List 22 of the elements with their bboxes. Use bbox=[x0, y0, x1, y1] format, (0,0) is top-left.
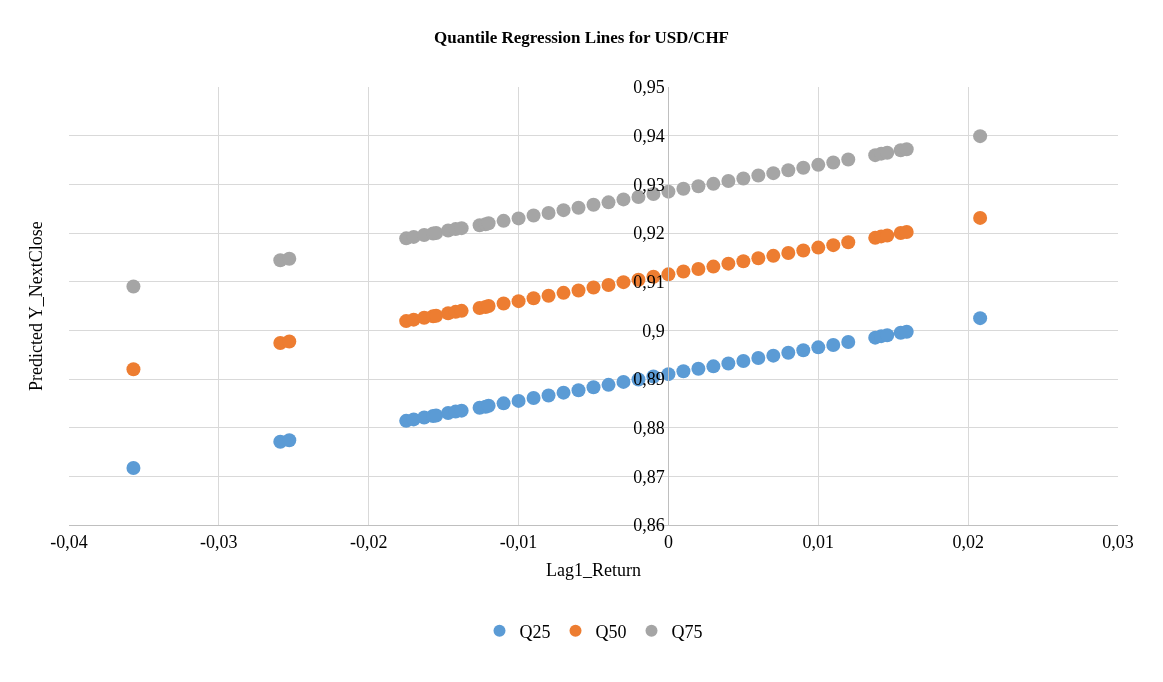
chart-title: Quantile Regression Lines for USD/CHF bbox=[434, 27, 729, 47]
y-tick-label: 0,86 bbox=[633, 515, 665, 536]
x-axis-title: Lag1_Return bbox=[546, 559, 641, 580]
y-tick-label: 0,87 bbox=[633, 466, 665, 487]
x-tick-label: 0,01 bbox=[802, 531, 835, 552]
y-tick-label: 0,95 bbox=[633, 77, 665, 98]
legend-label: Q50 bbox=[595, 621, 627, 642]
y-tick-label: 0,9 bbox=[642, 320, 665, 341]
x-tick-label: -0,01 bbox=[499, 531, 538, 552]
y-axis-title: Predicted Y_NextClose bbox=[26, 221, 47, 392]
x-tick-label: -0,02 bbox=[349, 531, 388, 552]
x-tick-label: 0 bbox=[663, 531, 673, 552]
y-tick-label: 0,88 bbox=[633, 417, 665, 438]
legend-label: Q75 bbox=[671, 621, 703, 642]
x-tick-label: -0,03 bbox=[200, 531, 238, 552]
y-tick-label: 0,94 bbox=[633, 125, 665, 146]
x-tick-label: 0,02 bbox=[952, 531, 984, 552]
y-tick-label: 0,93 bbox=[633, 174, 665, 195]
x-tick-label: -0,04 bbox=[50, 531, 88, 552]
y-tick-label: 0,92 bbox=[633, 223, 665, 244]
x-tick-label: 0,03 bbox=[1102, 531, 1134, 552]
legend-label: Q25 bbox=[519, 621, 551, 642]
